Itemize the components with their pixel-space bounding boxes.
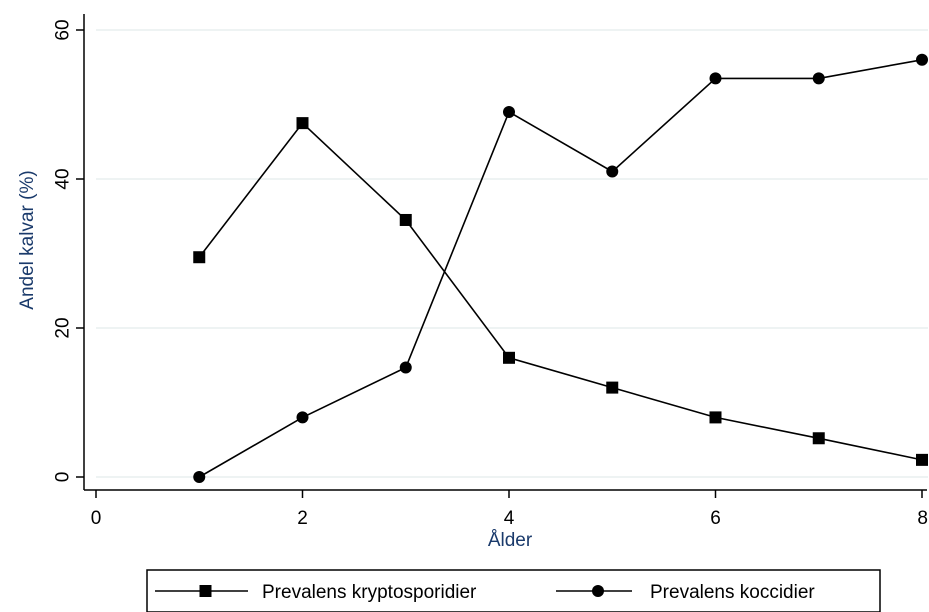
legend: Prevalens kryptosporidier Prevalens kocci… <box>146 569 881 612</box>
legend-box <box>146 569 881 612</box>
x-axis-title: Ålder <box>488 530 533 551</box>
x-tick-label-2: 4 <box>504 508 515 529</box>
series-1-point-5 <box>709 72 722 85</box>
series-0-point-4 <box>606 381 619 394</box>
ticks: 0 20 40 60 0 2 4 6 8 <box>53 19 928 529</box>
series-line-1 <box>198 59 923 478</box>
y-tick-label-2: 40 <box>53 168 74 189</box>
series-0-point-5 <box>709 411 722 424</box>
grid <box>96 29 928 478</box>
series-1-point-7 <box>916 53 928 66</box>
legend-label-1: Prevalens koccidier <box>650 582 815 603</box>
y-axis-title: Andel kalvar (%) <box>17 170 38 309</box>
x-tick-label-4: 8 <box>917 508 928 529</box>
series <box>193 53 928 483</box>
series-0-point-6 <box>812 432 825 445</box>
series-1-point-2 <box>399 361 412 374</box>
series-1-point-1 <box>296 411 309 424</box>
series-0-point-7 <box>916 453 928 466</box>
x-tick-label-0: 0 <box>91 508 102 529</box>
legend-marker-1 <box>592 585 604 597</box>
series-line-0 <box>198 121 923 461</box>
x-tick-label-1: 2 <box>297 508 308 529</box>
series-0-point-1 <box>296 117 309 130</box>
x-tick-label-3: 6 <box>710 508 721 529</box>
legend-marker-0 <box>199 585 212 597</box>
series-0-point-0 <box>193 251 206 264</box>
series-1-point-3 <box>503 105 515 118</box>
y-tick-label-0: 0 <box>53 472 74 483</box>
y-tick-label-1: 20 <box>53 317 74 338</box>
series-1-point-6 <box>812 72 825 85</box>
series-1-point-0 <box>193 471 206 483</box>
series-0-point-2 <box>399 213 412 226</box>
series-0-point-3 <box>503 351 515 364</box>
legend-label-0: Prevalens kryptosporidier <box>262 582 477 603</box>
y-tick-label-3: 60 <box>53 19 74 40</box>
series-1-point-4 <box>606 165 619 178</box>
